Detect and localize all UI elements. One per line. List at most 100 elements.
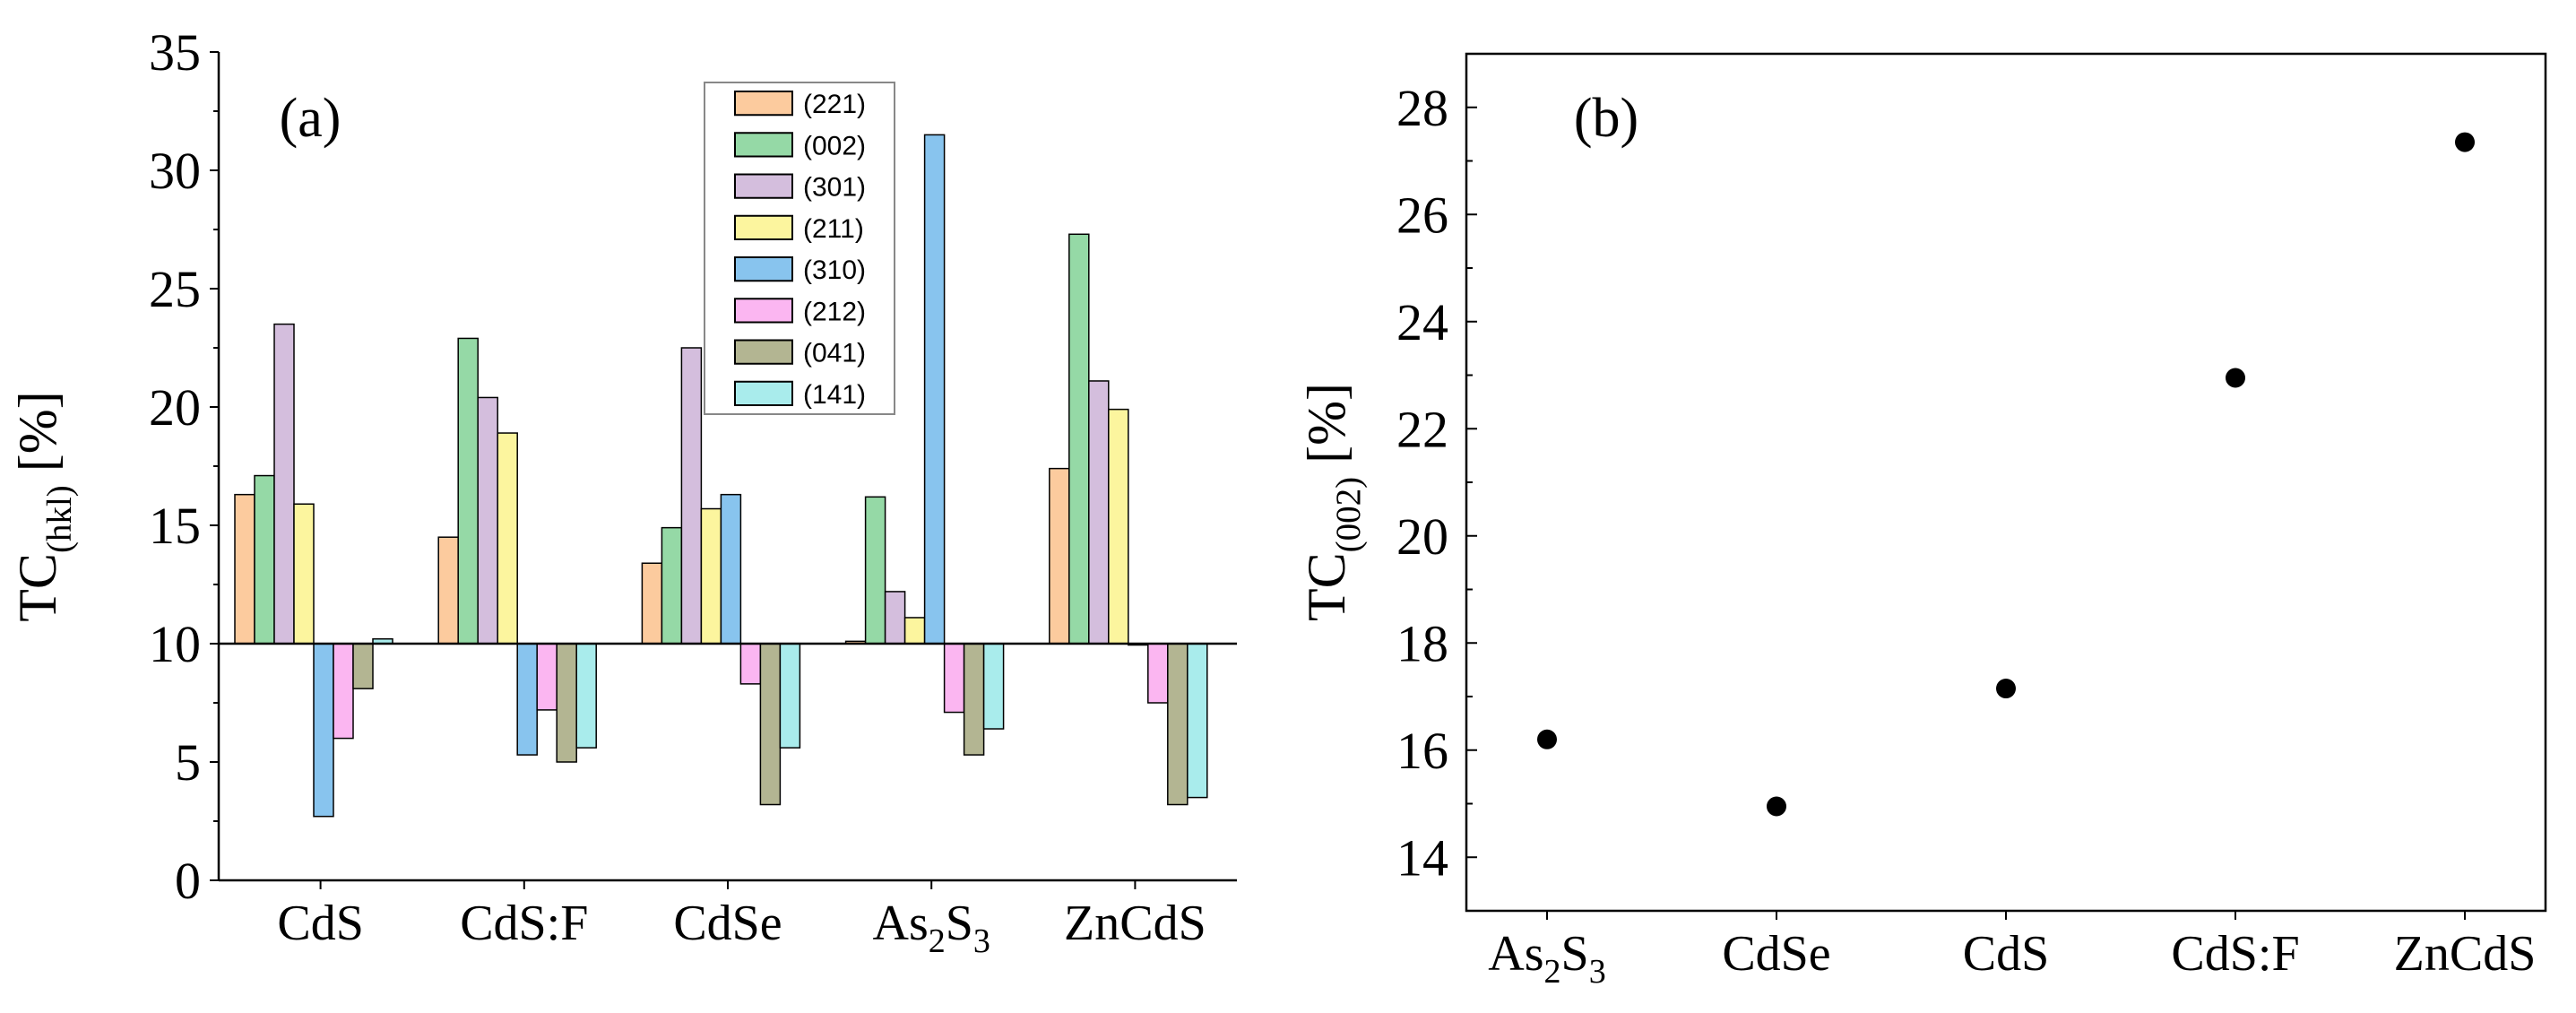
- y-tick-label: 20: [1396, 507, 1448, 566]
- x-tick-label: CdSe: [673, 896, 782, 951]
- y-tick-label: 25: [149, 260, 201, 318]
- bar-cdsf-301: [477, 396, 498, 645]
- label-part: CdS: [277, 896, 364, 951]
- bar-cdse-212: [739, 643, 762, 685]
- bar-cdsf-212: [536, 643, 558, 711]
- y-tick-label: 24: [1396, 293, 1448, 351]
- legend-swatch-002: [734, 132, 793, 158]
- bar-cdse-221: [641, 562, 663, 645]
- bar-zncds-301: [1088, 380, 1110, 645]
- legend: (221) (002) (301) (211) (310) (212) (041) (141): [704, 82, 895, 415]
- bar-as2s3-002: [864, 496, 886, 645]
- label-part: As: [1488, 926, 1543, 982]
- legend-swatch-211: [734, 214, 793, 240]
- bar-as2s3-211: [903, 617, 926, 645]
- label-part: 2: [1544, 953, 1561, 991]
- label-part: 2: [929, 922, 946, 960]
- panel-label: (a): [280, 88, 341, 149]
- label-part: CdSe: [1722, 926, 1830, 982]
- bar-cds-211: [293, 503, 315, 645]
- bar-as2s3-041: [963, 643, 985, 756]
- point-zncds: [2455, 132, 2475, 152]
- bar-cdsf-041: [556, 643, 577, 763]
- bar-cds-301: [273, 323, 295, 645]
- ylabel-main: TC: [1297, 552, 1356, 621]
- x-tick-label: ZnCdS: [1064, 896, 1206, 951]
- bar-cdsf-002: [457, 337, 479, 645]
- legend-label: (002): [803, 131, 866, 160]
- point-cdse: [1767, 796, 1786, 817]
- bar-zncds-002: [1068, 233, 1090, 645]
- legend-swatch-041: [734, 339, 793, 365]
- legend-swatch-301: [734, 173, 793, 199]
- x-tick-label: ZnCdS: [2394, 926, 2537, 982]
- bar-zncds-221: [1049, 467, 1070, 645]
- label-part: CdS: [1963, 926, 2050, 982]
- bar-cdsf-141: [575, 643, 597, 749]
- label-part: CdS:F: [460, 896, 588, 951]
- point-as2s3: [1537, 729, 1557, 749]
- bar-as2s3-301: [884, 591, 906, 645]
- label-part: ZnCdS: [1064, 896, 1206, 951]
- ylabel-sub: (002): [1329, 477, 1368, 552]
- bar-cds-041: [352, 643, 374, 689]
- y-tick-label: 16: [1396, 722, 1448, 780]
- bar-cds-002: [254, 474, 275, 645]
- point-cds: [1996, 679, 2016, 699]
- legend-label: (212): [803, 297, 866, 326]
- bar-cdse-041: [759, 643, 782, 806]
- bar-zncds-141: [1187, 643, 1208, 799]
- legend-swatch-310: [734, 256, 793, 282]
- legend-label: (221): [803, 90, 866, 119]
- legend-label: (211): [803, 214, 864, 244]
- x-tick-label: CdS: [277, 896, 364, 951]
- x-tick-label: CdS:F: [2171, 926, 2299, 982]
- label-part: CdS:F: [2171, 926, 2299, 982]
- legend-label: (301): [803, 173, 866, 203]
- plot-frame: [1465, 52, 2547, 913]
- y-tick-label: 0: [175, 852, 201, 910]
- bar-zncds-212: [1147, 643, 1169, 704]
- x-tick-label: As2S3: [873, 896, 990, 960]
- y-tick-label: 30: [149, 142, 201, 200]
- legend-label: (141): [803, 380, 866, 410]
- x-tick-label: CdS:F: [460, 896, 588, 951]
- y-tick-label: 15: [149, 497, 201, 555]
- bar-zncds-041: [1167, 643, 1189, 806]
- bar-cdse-211: [700, 507, 722, 645]
- panel-b: 14 16 18 20 22 24 26 28 As2S3 CdSe CdS CdS:F ZnCdS TC…: [1297, 52, 2547, 991]
- label-part: S: [946, 896, 973, 951]
- point-cdsf: [2226, 368, 2245, 388]
- y-tick-label: 28: [1396, 79, 1448, 137]
- legend-swatch-212: [734, 298, 793, 324]
- bar-cdse-002: [661, 526, 683, 645]
- bar-cdse-301: [680, 347, 703, 645]
- bar-cdse-141: [779, 643, 801, 749]
- ylabel-sub: (hkl): [40, 485, 79, 553]
- ylabel-main: TC: [8, 553, 67, 622]
- bar-cds-310: [313, 643, 334, 818]
- legend-box: [704, 82, 895, 415]
- y-tick-label: 35: [149, 23, 201, 82]
- bar-cdse-310: [720, 493, 742, 645]
- y-tick-label: 22: [1396, 400, 1448, 458]
- y-tick-label: 5: [175, 733, 201, 792]
- y-axis-title: TC(002) [%]: [1297, 383, 1368, 621]
- bar-cdsf-310: [516, 643, 538, 756]
- panel-a: 0 5 10 15 20 25 30 35 CdS CdS:F CdSe As2S3 ZnCdS TC(h…: [8, 23, 1237, 960]
- label-part: S: [1561, 926, 1589, 982]
- y-axis-title: TC(hkl) [%]: [8, 391, 79, 621]
- y-tick-label: 18: [1396, 614, 1448, 672]
- x-tick-label: CdS: [1963, 926, 2050, 982]
- ylabel-unit: [%]: [8, 391, 67, 485]
- bar-as2s3-212: [943, 643, 965, 714]
- y-tick-label: 20: [149, 378, 201, 437]
- legend-label: (310): [803, 255, 866, 285]
- bar-cdsf-211: [497, 432, 518, 645]
- bar-zncds-211: [1108, 408, 1129, 645]
- label-part: 3: [973, 922, 990, 960]
- y-tick-label: 14: [1396, 828, 1448, 887]
- bar-cds-212: [333, 643, 354, 740]
- bar-as2s3-310: [923, 134, 946, 645]
- y-tick-label: 10: [149, 615, 201, 673]
